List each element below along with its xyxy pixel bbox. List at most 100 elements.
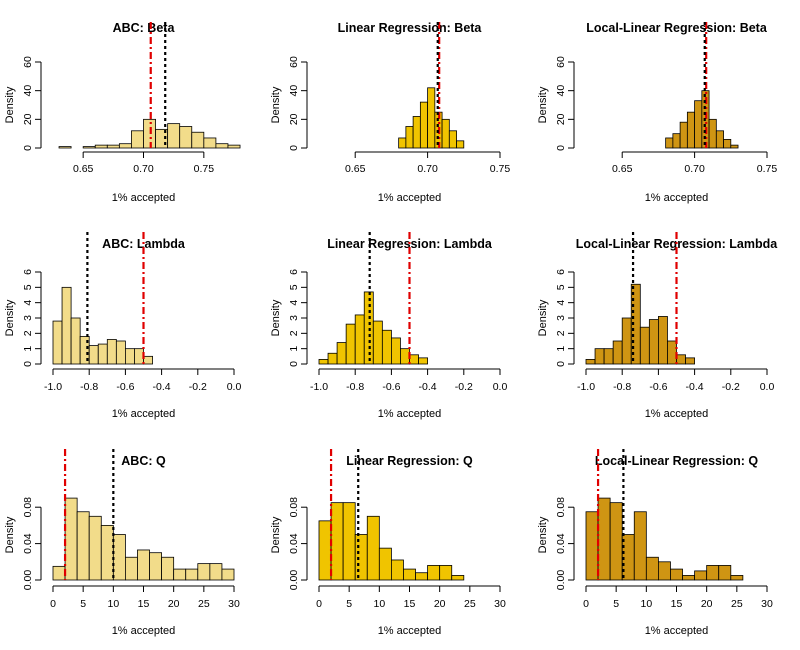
x-tick-label: 0.70 <box>417 163 438 175</box>
histogram-bar <box>585 511 599 581</box>
histogram-bar <box>167 123 181 149</box>
x-axis-label: 1% accepted <box>112 192 176 204</box>
histogram-bar <box>88 345 99 365</box>
y-tick-label: 4 <box>555 300 567 306</box>
x-tick-label: 20 <box>168 598 180 610</box>
y-tick-label: 5 <box>555 284 567 290</box>
histogram-bar <box>106 339 117 365</box>
histogram-bar <box>336 342 347 365</box>
x-tick-label: -0.4 <box>686 381 704 393</box>
histogram-bar <box>448 130 457 149</box>
histogram-bar <box>679 121 688 149</box>
x-tick-label: 0.0 <box>493 381 508 393</box>
histogram-bar <box>694 570 708 581</box>
y-tick-label: 0.00 <box>288 570 300 591</box>
histogram-bar <box>378 547 392 581</box>
chart-panel: Linear Regression: Q 0 5 10 15 20 25 30 0.00 0.04… <box>270 449 506 637</box>
histogram-bar <box>125 556 138 581</box>
x-tick-label: 15 <box>138 598 150 610</box>
histogram-bar <box>354 534 368 581</box>
x-axis-label: 1% accepted <box>645 625 709 637</box>
histogram-bar <box>131 130 144 149</box>
x-tick-label: -0.8 <box>80 381 98 393</box>
x-tick-label: -1.0 <box>577 381 595 393</box>
chart-panel: ABC: Beta 0.65 0.70 0.75 0 20 40 60 1% accepted D… <box>4 21 241 204</box>
x-axis-label: 1% accepted <box>112 408 176 420</box>
y-axis-label: Density <box>270 86 282 123</box>
chart-panel: Local-Linear Regression: Lambda-1.0 -0.8-… <box>537 232 778 420</box>
histogram-bar <box>215 143 229 149</box>
histogram-bar <box>134 348 144 365</box>
x-tick-label: -0.8 <box>346 381 364 393</box>
histogram-bar <box>58 146 72 149</box>
x-tick-label: 30 <box>494 598 506 610</box>
x-tick-label: 15 <box>404 598 416 610</box>
histogram-bar <box>441 118 450 149</box>
histogram-bar <box>633 511 647 581</box>
histogram-bar <box>409 354 419 365</box>
histogram-bar <box>143 355 153 365</box>
x-tick-label: 30 <box>761 598 773 610</box>
x-tick-label: -1.0 <box>310 381 328 393</box>
chart-title: ABC: Beta <box>113 21 176 35</box>
histogram-bar <box>125 348 135 365</box>
histogram-bar <box>658 316 668 365</box>
histogram-bar <box>185 568 199 581</box>
histogram-bar <box>318 520 332 581</box>
chart-title: Linear Regression: Q <box>346 454 473 468</box>
y-tick-label: 60 <box>555 56 567 68</box>
histogram-bar <box>88 515 102 581</box>
chart-panel: ABC: Q 0 5 10 15 20 25 30 0.00 0.04 0.08 1% accepte… <box>4 449 240 637</box>
histogram-bar <box>730 575 744 581</box>
histogram-bar <box>597 497 611 581</box>
histogram-bar <box>372 320 383 365</box>
x-tick-label: 0.70 <box>133 163 154 175</box>
histogram-bar <box>685 357 695 365</box>
x-tick-label: 0.65 <box>73 163 94 175</box>
y-tick-label: 1 <box>555 346 567 352</box>
y-tick-label: 3 <box>288 315 300 321</box>
chart-panel: Linear Regression: Lambda-1.0 -0.8 -0.6 -0.… <box>270 232 507 420</box>
y-tick-label: 20 <box>288 113 300 125</box>
y-axis-label: Density <box>537 86 549 123</box>
histogram-bar <box>694 100 703 149</box>
histogram-bar <box>630 283 641 365</box>
y-tick-label: 3 <box>555 315 567 321</box>
y-tick-label: 5 <box>288 284 300 290</box>
histogram-bar <box>639 326 650 365</box>
histogram-bar <box>415 572 428 581</box>
histogram-bar <box>94 144 108 149</box>
histogram-bar <box>439 565 453 581</box>
histogram-bar <box>621 317 632 365</box>
histogram-bar <box>658 561 671 581</box>
histogram-bar <box>100 525 114 581</box>
histogram-bar <box>118 143 132 149</box>
y-tick-label: 0.00 <box>22 570 34 591</box>
histogram-bar <box>585 358 596 365</box>
histogram-bar <box>715 130 724 149</box>
x-tick-label: 0.75 <box>757 163 778 175</box>
histogram-bar <box>667 340 677 365</box>
x-axis-label: 1% accepted <box>112 625 176 637</box>
y-tick-label: 2 <box>288 330 300 336</box>
y-tick-label: 0.04 <box>22 533 34 554</box>
y-tick-label: 6 <box>555 269 567 275</box>
x-axis-label: 1% accepted <box>378 625 442 637</box>
y-tick-label: 4 <box>22 300 34 306</box>
chart-panel: ABC: Lambda-1.0 -0.8 -0.6 -0.4 -0.2 0.0012345… <box>4 232 241 420</box>
histogram-bar <box>173 568 187 581</box>
histogram-bar <box>191 131 205 149</box>
x-tick-label: 0.0 <box>227 381 242 393</box>
x-tick-label: 25 <box>731 598 743 610</box>
x-tick-label: 25 <box>198 598 210 610</box>
histogram-bar <box>412 116 421 149</box>
histogram-bar <box>708 118 717 149</box>
histogram-bar <box>594 348 605 365</box>
y-tick-label: 40 <box>22 85 34 97</box>
histogram-bar <box>161 556 175 581</box>
x-tick-label: 5 <box>80 598 86 610</box>
histogram-bar <box>665 137 674 149</box>
histogram-bar <box>209 563 223 581</box>
histogram-bar <box>676 354 686 365</box>
histogram-bar <box>227 144 241 149</box>
